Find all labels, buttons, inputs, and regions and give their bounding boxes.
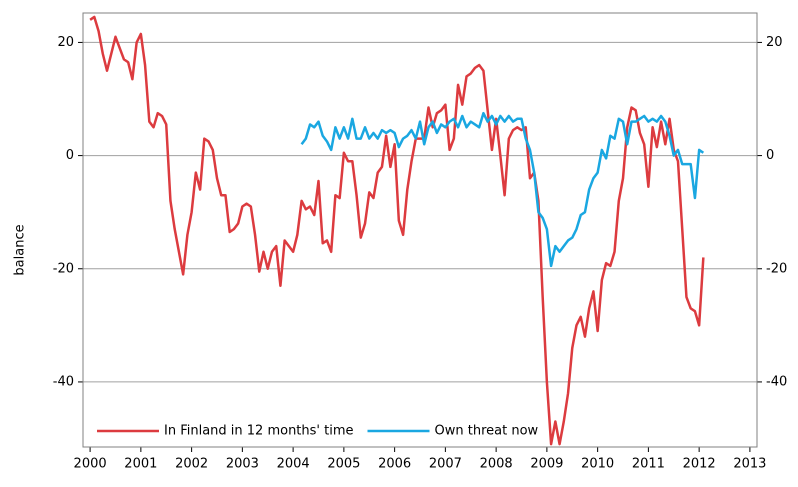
series-line	[89, 15, 705, 446]
x-tick-label: 2013	[733, 457, 766, 472]
y-tick-label: 20	[57, 35, 74, 50]
legend-label: In Finland in 12 months' time	[164, 424, 354, 439]
y-tick-label: 0	[66, 148, 74, 163]
plot-frame	[82, 12, 758, 448]
x-tick-label: 2004	[277, 457, 310, 472]
x-tick-label: 2003	[226, 457, 259, 472]
x-tick-label: 2007	[429, 457, 462, 472]
x-tick-label: 2001	[124, 457, 157, 472]
legend-label: Own threat now	[435, 424, 539, 439]
x-tick-label: 2008	[480, 457, 513, 472]
y2-tick-label: -40	[766, 374, 787, 389]
x-tick-label: 2005	[327, 457, 360, 472]
y2-tick-label: 20	[766, 35, 783, 50]
x-tick-label: 2011	[632, 457, 665, 472]
x-tick-label: 2012	[683, 457, 716, 472]
y-tick-label: -40	[53, 374, 74, 389]
y2-tick-label: 0	[766, 148, 774, 163]
y-tick-label: -20	[53, 261, 74, 276]
y2-tick-label: -20	[766, 261, 787, 276]
x-tick-label: 2006	[378, 457, 411, 472]
series-line	[300, 111, 705, 268]
x-tick-label: 2010	[581, 457, 614, 472]
y-axis-label: balance	[13, 224, 28, 275]
x-tick-label: 2002	[175, 457, 208, 472]
x-tick-label: 2000	[74, 457, 107, 472]
x-tick-label: 2009	[530, 457, 563, 472]
